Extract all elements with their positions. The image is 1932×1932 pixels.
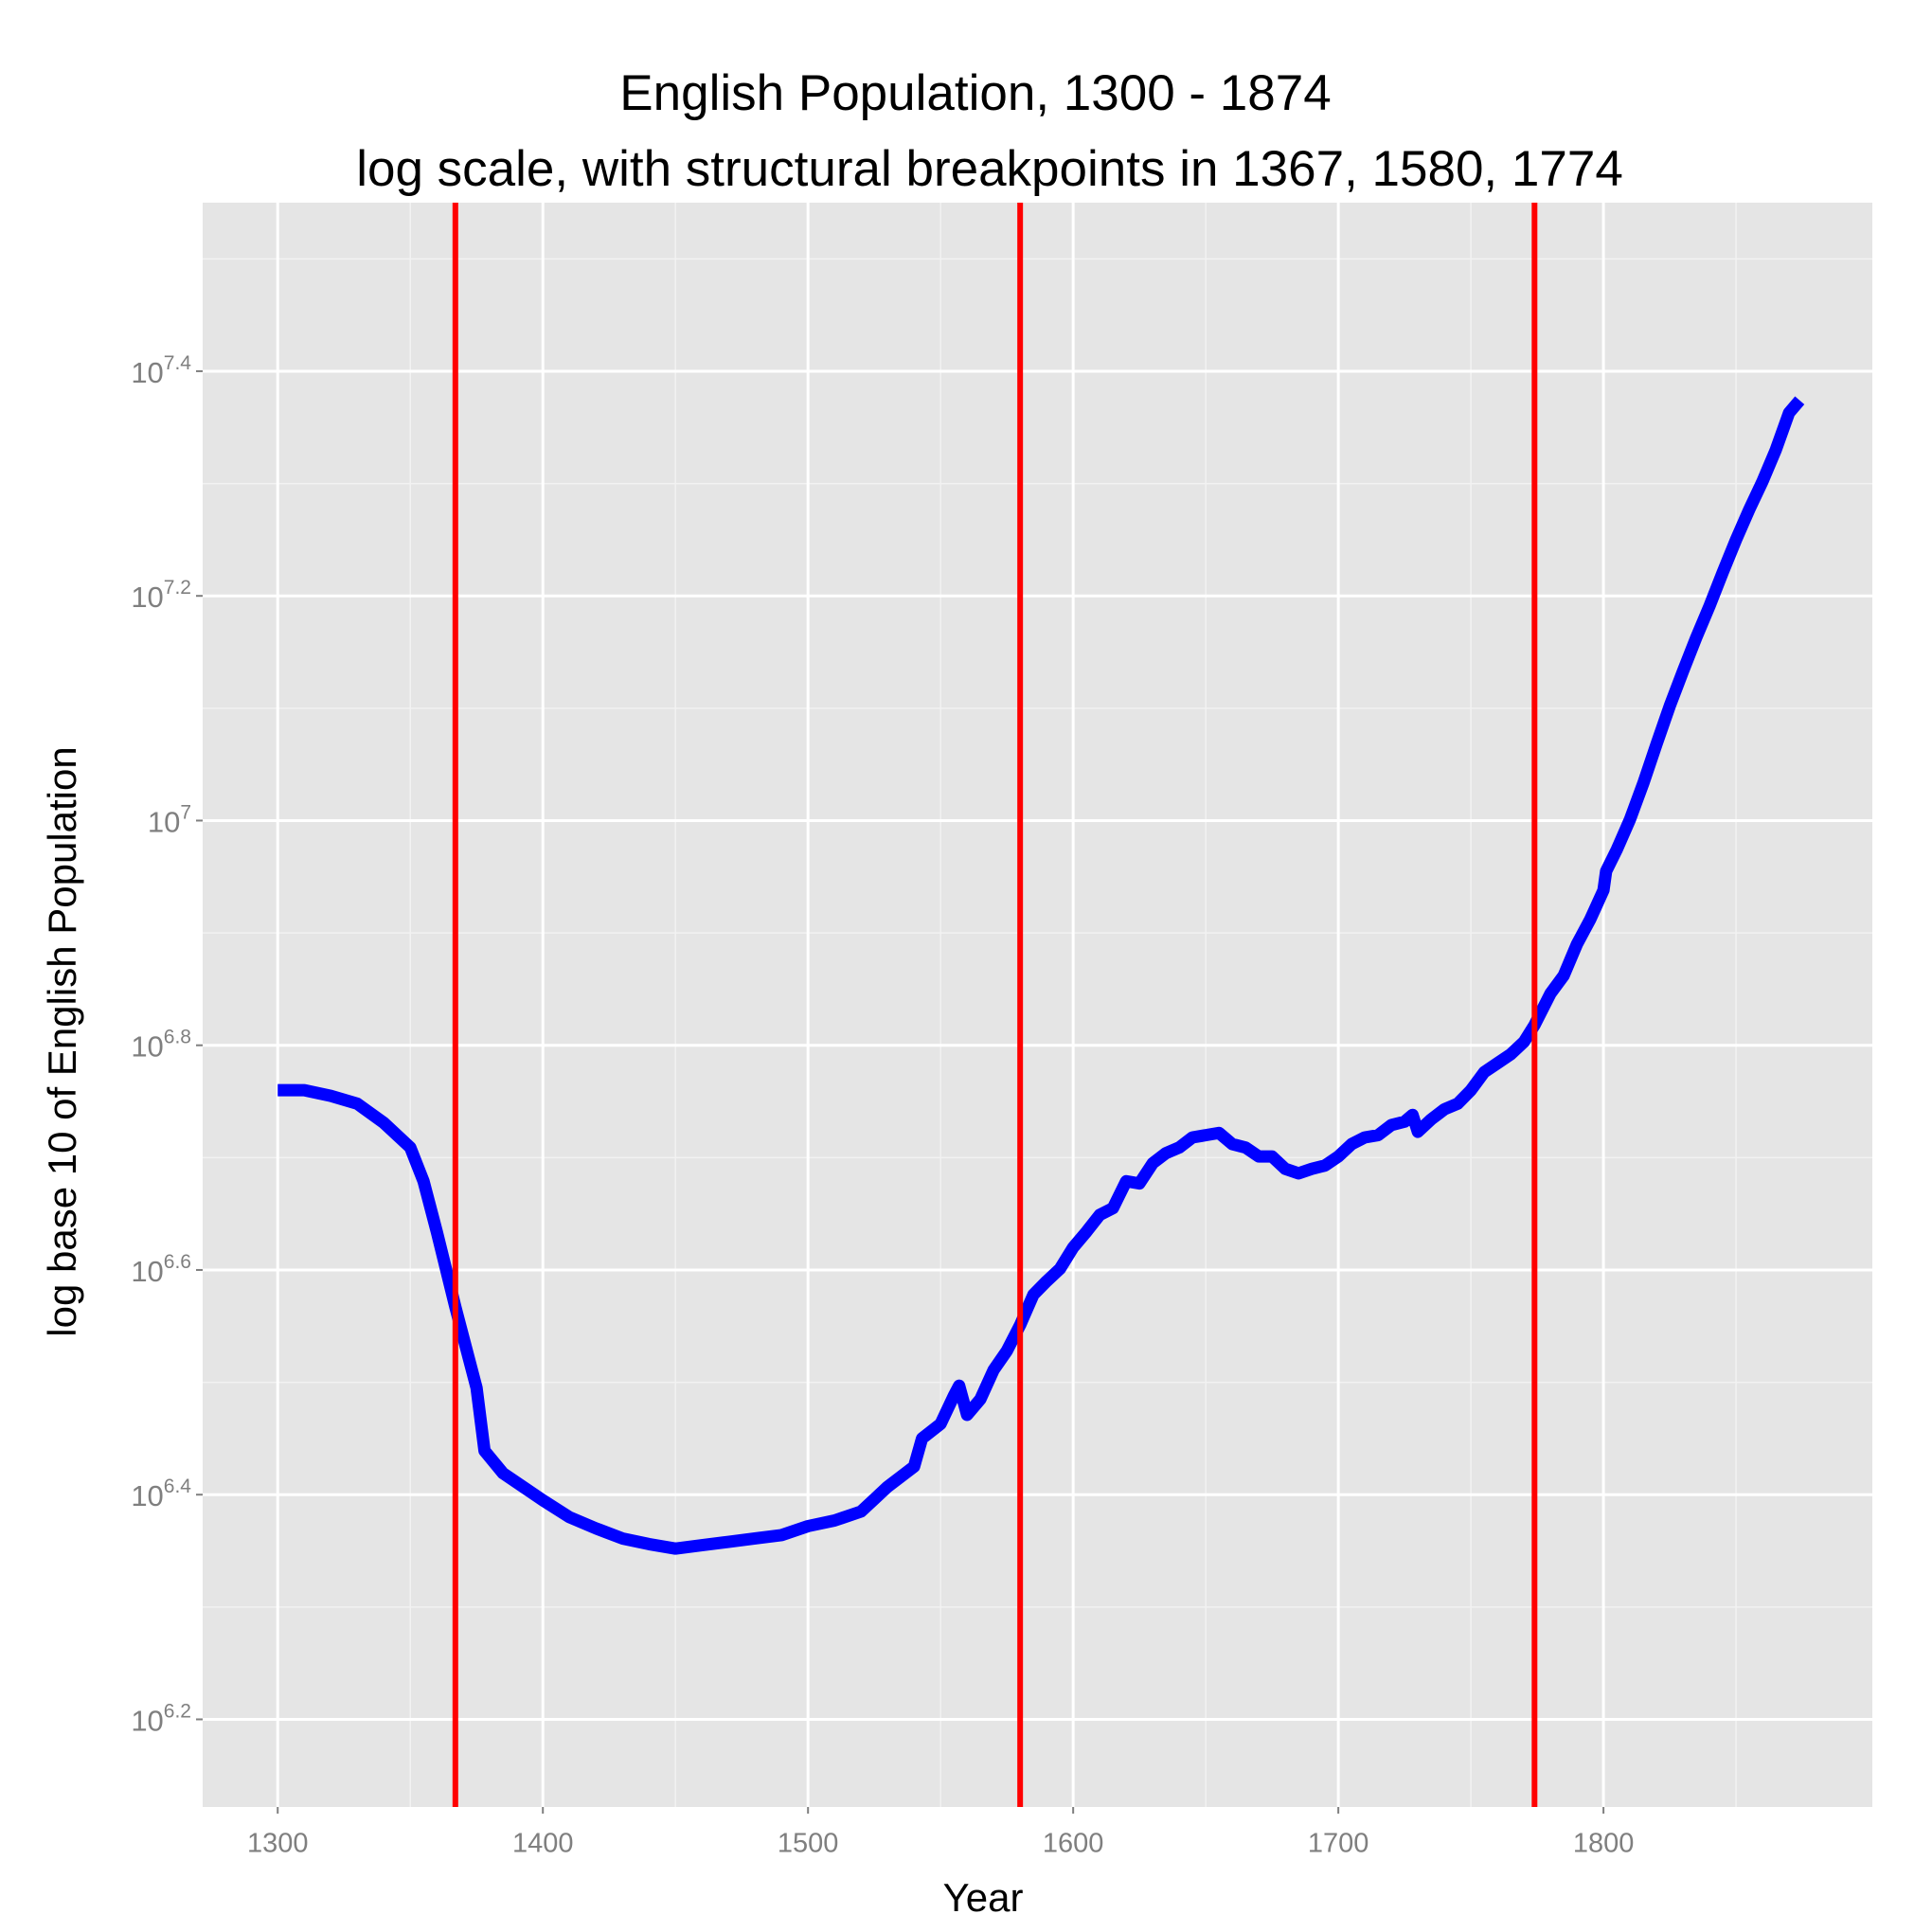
y-tick-base: 10 (131, 1030, 163, 1064)
y-tick-base: 10 (131, 1704, 163, 1737)
y-tick-base: 10 (131, 581, 163, 614)
panel (203, 203, 1872, 1807)
x-tick-label: 1500 (778, 1829, 839, 1859)
y-tick-label: 106.6 (131, 1251, 191, 1288)
y-tick-base: 10 (131, 1255, 163, 1288)
y-tick-label: 106.2 (131, 1700, 191, 1737)
y-tick-exponent: 7.2 (164, 577, 191, 599)
x-tick-label: 1300 (247, 1829, 309, 1859)
y-tick-exponent: 7.4 (164, 352, 192, 374)
y-tick-exponent: 6.4 (164, 1476, 192, 1497)
chart-subtitle: log scale, with structural breakpoints i… (356, 141, 1623, 197)
y-tick-label: 107.4 (131, 352, 191, 389)
marks (277, 203, 1805, 1807)
y-tick-label: 106.4 (131, 1476, 191, 1512)
y-tick-exponent: 6.8 (164, 1027, 191, 1048)
y-tick-label: 107 (148, 801, 191, 838)
x-tick-label: 1400 (512, 1829, 574, 1859)
chart-title: English Population, 1300 - 1874 (619, 65, 1331, 121)
y-tick-exponent: 7 (180, 801, 191, 823)
x-axis-title: Year (943, 1875, 1024, 1920)
line (277, 396, 1805, 1555)
y-tick-base: 10 (131, 1479, 163, 1512)
x-tick-label: 1800 (1573, 1829, 1635, 1859)
y-tick-base: 10 (148, 805, 180, 838)
y-tick-base: 10 (131, 356, 163, 389)
x-tick-label: 1600 (1043, 1829, 1104, 1859)
y-tick-label: 106.8 (131, 1027, 191, 1064)
y-tick-exponent: 6.6 (164, 1251, 191, 1273)
y-tick-label: 107.2 (131, 577, 191, 614)
x-tick-label: 1700 (1308, 1829, 1369, 1859)
y-tick-exponent: 6.2 (164, 1700, 191, 1722)
y-axis-title: log base 10 of English Population (40, 746, 84, 1336)
grid (203, 203, 1872, 1807)
